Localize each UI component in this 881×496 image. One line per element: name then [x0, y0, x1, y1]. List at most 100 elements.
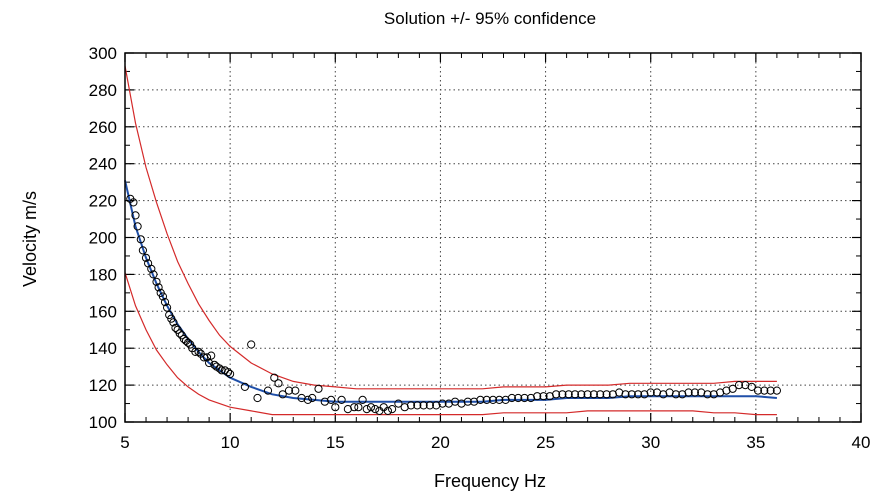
data-point — [539, 392, 548, 401]
data-point — [570, 390, 580, 399]
data-point — [678, 390, 687, 399]
data-point — [131, 211, 140, 220]
x-tick-label: 5 — [120, 433, 129, 452]
data-point — [558, 390, 567, 399]
data-point — [240, 382, 249, 391]
data-point — [154, 283, 163, 292]
data-point — [413, 401, 422, 410]
data-point — [303, 395, 312, 404]
y-tick-label: 220 — [89, 192, 117, 211]
data-point — [184, 338, 193, 347]
x-tick-label: 10 — [221, 433, 240, 452]
data-point — [205, 358, 214, 368]
data-point — [476, 395, 485, 404]
data-point — [158, 292, 167, 301]
data-point — [734, 381, 744, 390]
y-tick-label: 280 — [89, 81, 117, 100]
y-tick-label: 160 — [89, 302, 117, 321]
data-point — [175, 329, 184, 338]
data-point — [747, 382, 756, 391]
plot-frame — [124, 52, 862, 423]
data-point — [425, 401, 434, 410]
data-point — [583, 390, 592, 399]
data-point — [171, 323, 180, 332]
data-point — [495, 395, 504, 404]
x-tick-label: 30 — [641, 433, 660, 452]
data-point — [671, 390, 681, 399]
data-point — [760, 386, 769, 395]
data-point — [388, 405, 397, 414]
y-tick-label: 200 — [89, 229, 117, 248]
y-tick-label: 180 — [89, 265, 117, 284]
data-point — [253, 393, 262, 403]
data-point — [138, 246, 147, 255]
data-point — [665, 388, 674, 397]
data-point — [526, 393, 536, 403]
data-point — [337, 395, 346, 404]
data-point — [202, 353, 212, 362]
data-point — [697, 388, 706, 397]
data-point — [194, 347, 203, 356]
data-point — [419, 401, 428, 410]
data-point — [284, 386, 294, 395]
data-point — [659, 390, 668, 399]
x-tick-label: 35 — [746, 433, 765, 452]
data-point — [432, 401, 441, 410]
data-point — [247, 340, 256, 349]
data-point — [596, 390, 605, 399]
data-point — [709, 390, 718, 399]
data-point — [608, 390, 618, 399]
observed-points — [126, 194, 782, 415]
data-point — [136, 235, 145, 244]
data-point — [722, 386, 731, 395]
data-point — [169, 318, 178, 327]
data-point — [634, 390, 643, 399]
data-point — [207, 351, 216, 360]
data-point — [652, 388, 662, 397]
data-point — [163, 303, 172, 312]
y-tick-label: 140 — [89, 339, 117, 358]
data-point — [520, 393, 529, 403]
data-point — [350, 403, 359, 412]
data-point — [753, 386, 763, 395]
data-point — [129, 198, 138, 207]
data-point — [589, 390, 599, 399]
x-tick-labels: 5 10 15 20 25 30 35 40 — [120, 433, 870, 452]
data-point — [147, 264, 156, 273]
data-point — [160, 298, 170, 307]
data-point — [577, 390, 586, 399]
data-point — [615, 388, 624, 397]
lower-confidence-line — [124, 272, 777, 416]
y-tick-labels: 100 120 140 160 180 200 220 240 260 280 300 — [89, 44, 117, 432]
data-point — [602, 390, 611, 399]
data-point — [627, 390, 636, 399]
data-point — [772, 386, 782, 395]
data-point — [488, 395, 498, 404]
y-tick-label: 120 — [89, 376, 117, 395]
data-point — [406, 401, 416, 410]
data-point — [226, 369, 235, 379]
data-point — [366, 403, 376, 412]
y-tick-label: 240 — [89, 155, 117, 174]
data-point — [291, 386, 300, 395]
data-point — [621, 390, 630, 399]
data-point — [223, 368, 233, 377]
data-point — [327, 395, 336, 404]
data-point — [766, 386, 775, 395]
confidence-band — [124, 65, 777, 416]
chart-title: Solution +/- 95% confidence — [384, 9, 596, 28]
data-point — [270, 373, 279, 382]
data-point — [191, 347, 200, 356]
x-tick-label: 40 — [852, 433, 871, 452]
data-point — [263, 386, 273, 395]
y-tick-label: 300 — [89, 44, 117, 63]
data-point — [640, 390, 649, 399]
x-axis-label: Frequency Hz — [434, 471, 546, 491]
data-point — [358, 395, 367, 404]
data-point — [133, 222, 142, 231]
data-point — [278, 390, 287, 399]
data-point — [383, 406, 392, 415]
x-tick-label: 15 — [326, 433, 345, 452]
data-point — [438, 399, 447, 408]
